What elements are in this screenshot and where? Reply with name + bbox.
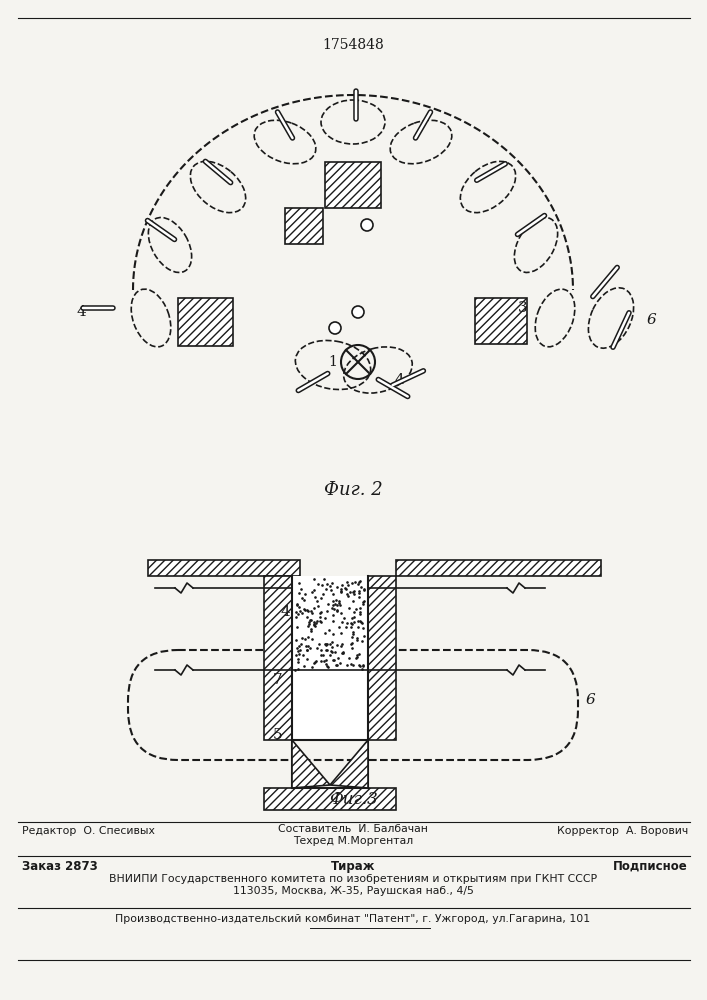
Text: ВНИИПИ Государственного комитета по изобретениям и открытиям при ГКНТ СССР: ВНИИПИ Государственного комитета по изоб…	[109, 874, 597, 884]
Text: 6: 6	[585, 693, 595, 707]
Bar	[475, 298, 527, 344]
Text: 6: 6	[646, 313, 656, 327]
Bar	[148, 560, 300, 576]
Text: 4: 4	[394, 373, 404, 387]
Text: Составитель  И. Балбачан: Составитель И. Балбачан	[278, 824, 428, 834]
Bar	[396, 560, 601, 576]
Polygon shape	[330, 740, 368, 788]
Bar	[285, 208, 323, 244]
Text: 4: 4	[76, 305, 86, 319]
Text: Фиг.3: Фиг.3	[329, 792, 378, 808]
Text: 5: 5	[273, 728, 283, 742]
Bar	[368, 576, 396, 740]
Ellipse shape	[352, 306, 364, 318]
Text: 1: 1	[328, 355, 337, 369]
Text: Фиг. 2: Фиг. 2	[324, 481, 382, 499]
Bar	[264, 576, 292, 740]
Bar	[325, 162, 381, 208]
Text: Редактор  О. Спесивых: Редактор О. Спесивых	[22, 826, 155, 836]
Text: 7: 7	[273, 673, 283, 687]
Bar	[292, 576, 368, 740]
Text: Корректор  А. Ворович: Корректор А. Ворович	[556, 826, 688, 836]
Text: 113035, Москва, Ж-35, Раушская наб., 4/5: 113035, Москва, Ж-35, Раушская наб., 4/5	[233, 886, 474, 896]
Bar	[264, 788, 396, 810]
Ellipse shape	[361, 219, 373, 231]
Text: Подписное: Подписное	[613, 860, 688, 873]
Text: 3: 3	[518, 301, 528, 315]
Bar	[178, 298, 233, 346]
Ellipse shape	[329, 322, 341, 334]
Text: Заказ 2873: Заказ 2873	[22, 860, 98, 873]
Polygon shape	[292, 740, 330, 788]
Text: 4: 4	[280, 605, 290, 619]
Text: 1754848: 1754848	[322, 38, 384, 52]
Text: Производственно-издательский комбинат "Патент", г. Ужгород, ул.Гагарина, 101: Производственно-издательский комбинат "П…	[115, 914, 590, 924]
Text: Техред М.Моргентал: Техред М.Моргентал	[293, 836, 413, 846]
Text: Тираж: Тираж	[331, 860, 375, 873]
